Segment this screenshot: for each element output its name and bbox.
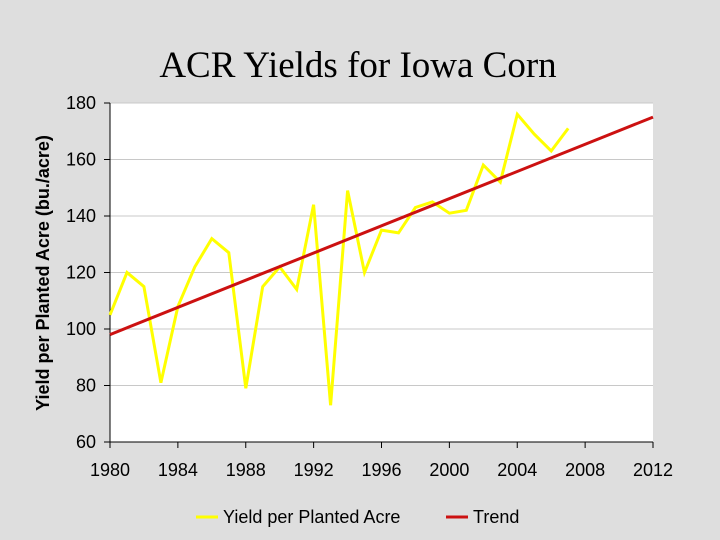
x-tick-label: 2008 — [565, 460, 605, 480]
gridlines — [110, 102, 653, 386]
trend-series-line — [109, 115, 654, 336]
legend: Yield per Planted Acre Trend — [196, 507, 519, 527]
x-tick-label: 1980 — [90, 460, 130, 480]
y-tick-label: 160 — [66, 150, 96, 170]
yield-series-line — [108, 111, 570, 406]
y-tick-label: 80 — [76, 376, 96, 396]
legend-label: Yield per Planted Acre — [223, 507, 400, 527]
x-tick-label: 1996 — [361, 460, 401, 480]
series-lines — [108, 111, 654, 406]
chart-title: ACR Yields for Iowa Corn — [0, 44, 720, 87]
x-tick-label: 2000 — [429, 460, 469, 480]
x-tick-label: 1992 — [294, 460, 334, 480]
y-tick-label: 120 — [66, 263, 96, 283]
y-axis-label: Yield per Planted Acre (bu./acre) — [33, 135, 53, 411]
x-tick-labels: 1980 1984 1988 1992 1996 2000 2004 2008 2012 — [90, 442, 673, 480]
y-tick-label: 180 — [66, 93, 96, 113]
y-tick-label: 60 — [76, 432, 96, 452]
legend-label: Trend — [473, 507, 519, 527]
x-tick-label: 2004 — [497, 460, 537, 480]
y-tick-label: 140 — [66, 206, 96, 226]
chart-title-text: ACR Yields for Iowa Corn — [159, 45, 557, 86]
x-tick-label: 2012 — [633, 460, 673, 480]
x-tick-label: 1988 — [226, 460, 266, 480]
x-tick-label: 1984 — [158, 460, 198, 480]
y-tick-labels: 60 80 100 120 140 160 180 — [66, 93, 110, 452]
y-tick-label: 100 — [66, 319, 96, 339]
